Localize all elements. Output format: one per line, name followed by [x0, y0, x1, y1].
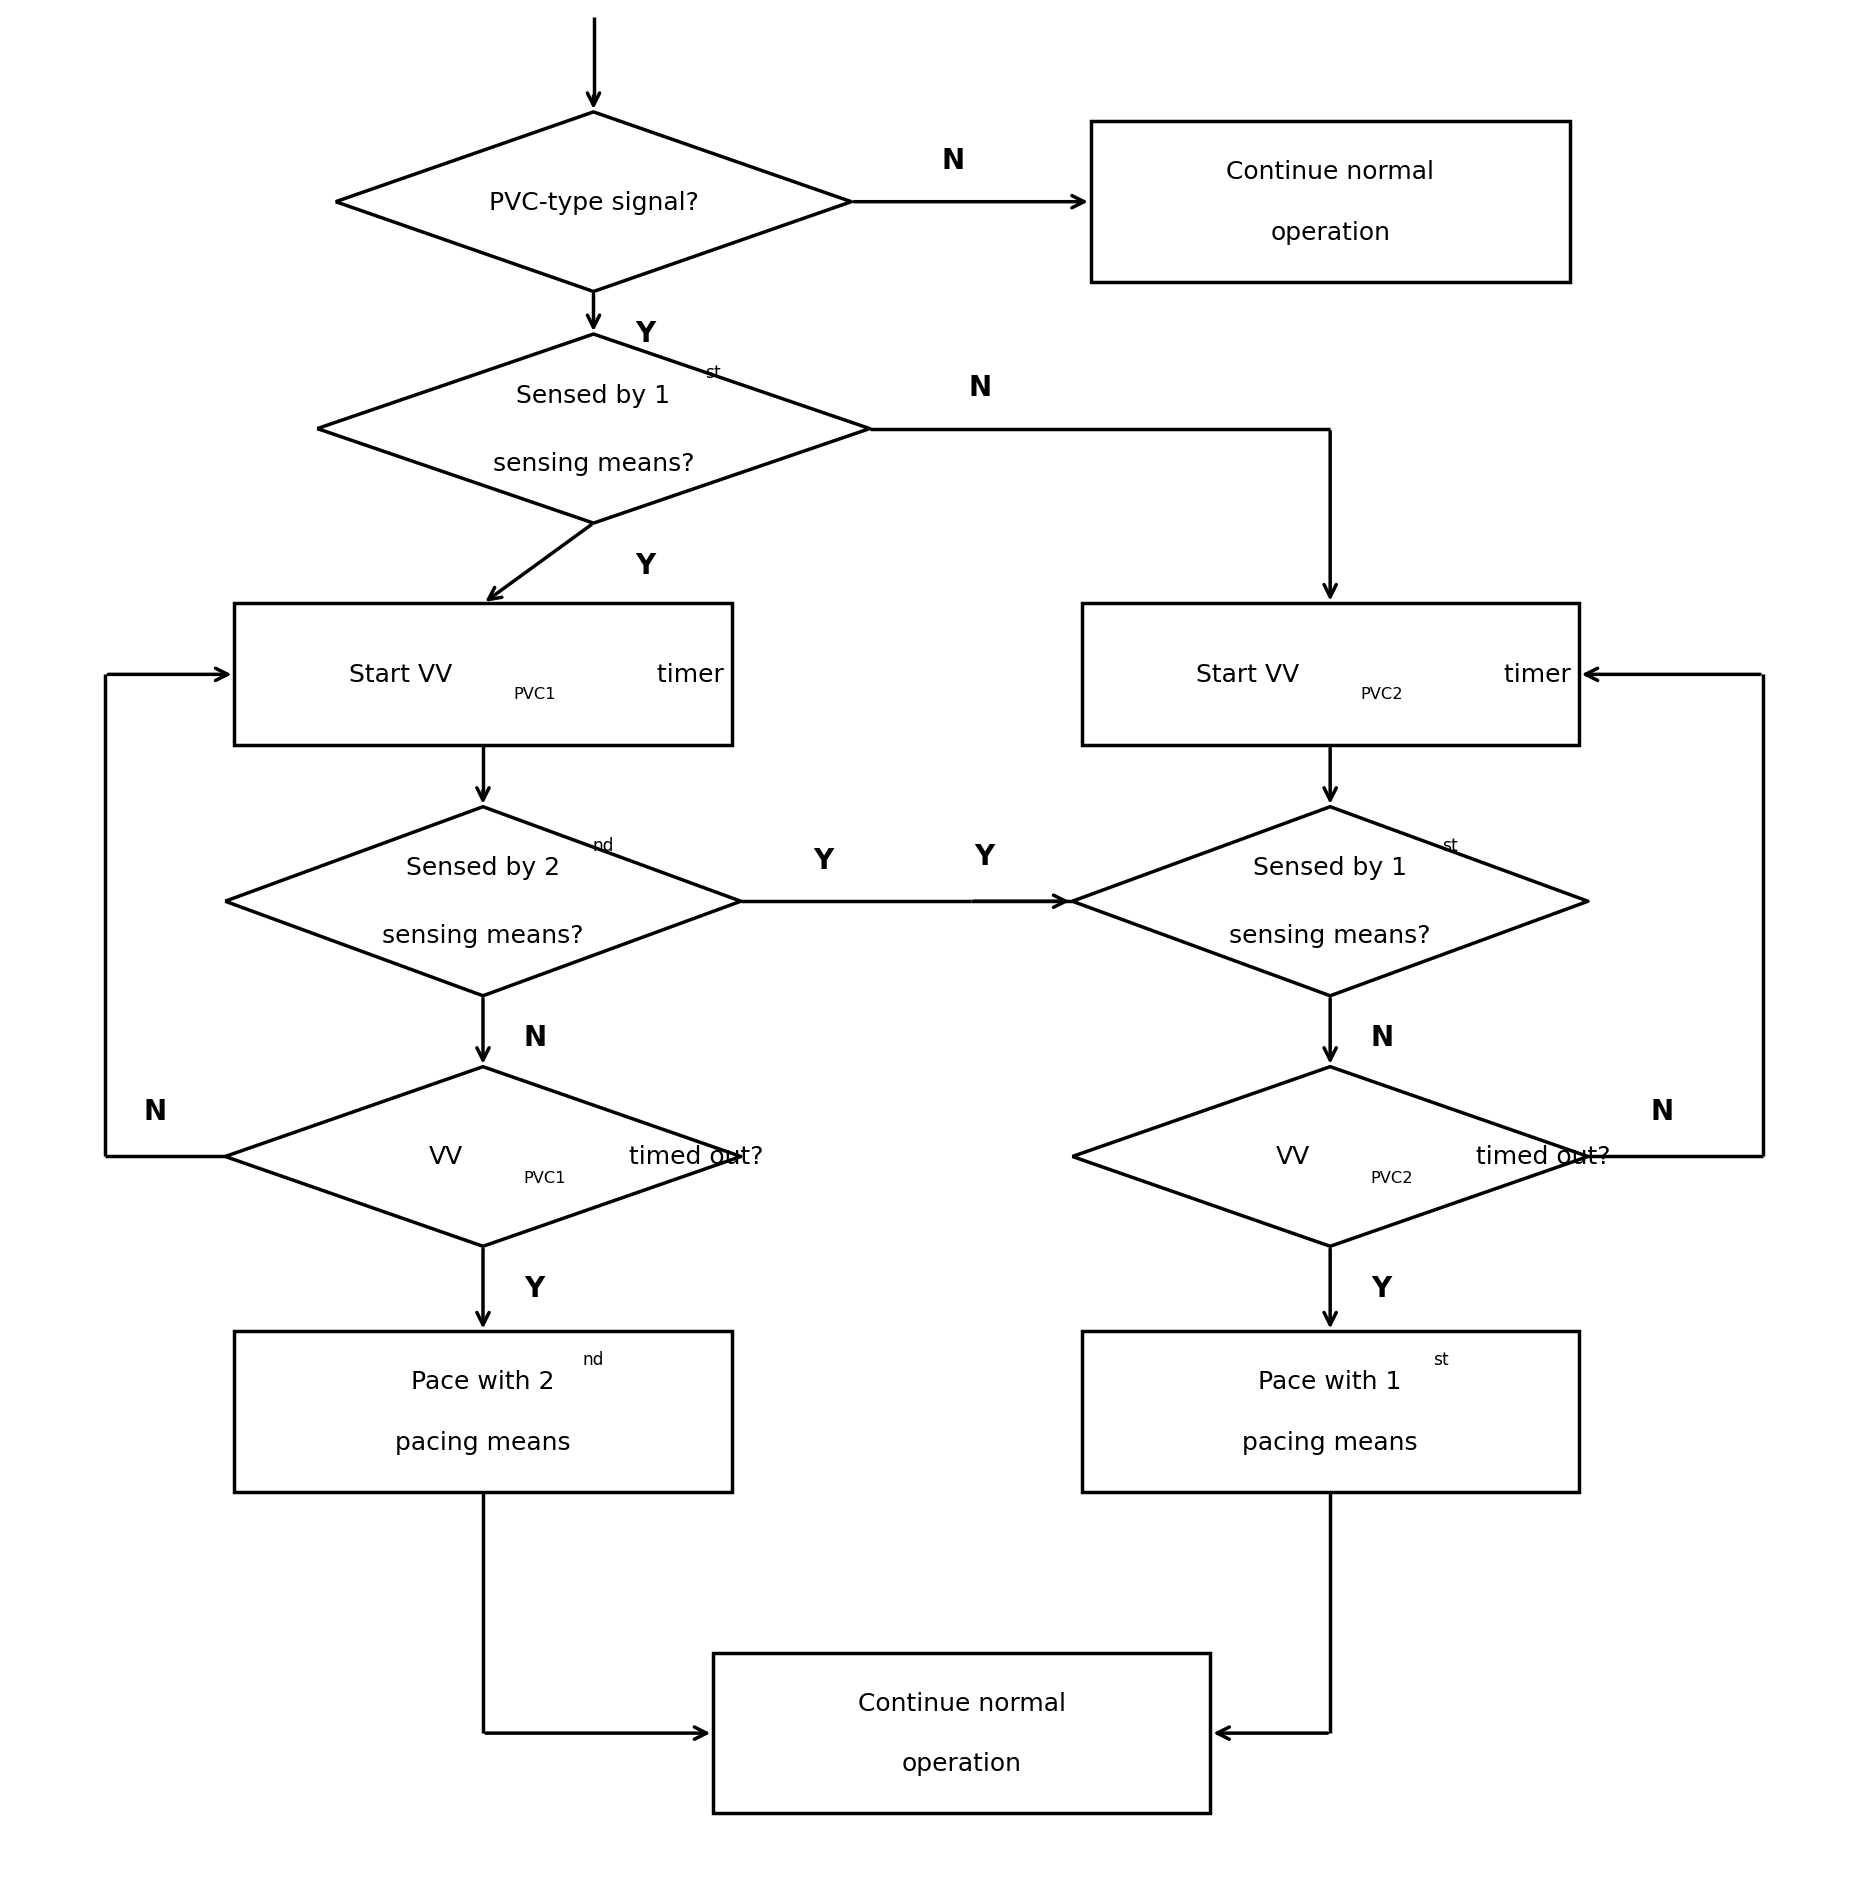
Text: Sensed by 1: Sensed by 1	[516, 383, 670, 408]
Text: VV: VV	[429, 1144, 462, 1169]
Text: N: N	[969, 374, 992, 402]
Text: sensing means?: sensing means?	[383, 924, 585, 947]
Text: pacing means: pacing means	[1243, 1431, 1417, 1454]
Text: sensing means?: sensing means?	[492, 452, 694, 474]
Text: sensing means?: sensing means?	[1230, 924, 1430, 947]
Text: PVC1: PVC1	[524, 1171, 566, 1184]
Text: N: N	[524, 1023, 546, 1051]
Text: Pace with 1: Pace with 1	[1258, 1370, 1402, 1393]
Text: timed out?: timed out?	[622, 1144, 764, 1169]
Text: operation: operation	[901, 1752, 1021, 1775]
Text: Continue normal: Continue normal	[1227, 159, 1434, 184]
Text: Y: Y	[814, 847, 834, 875]
Text: PVC-type signal?: PVC-type signal?	[488, 190, 699, 214]
Text: Start VV: Start VV	[348, 662, 451, 687]
Text: VV: VV	[1276, 1144, 1310, 1169]
Text: Y: Y	[973, 843, 993, 871]
Text: N: N	[1371, 1023, 1393, 1051]
Text: PVC1: PVC1	[512, 687, 555, 702]
Text: st: st	[705, 364, 722, 381]
Text: timer: timer	[1497, 662, 1571, 687]
Text: timed out?: timed out?	[1469, 1144, 1611, 1169]
Text: Y: Y	[635, 321, 655, 347]
Bar	[1082, 604, 1578, 746]
Text: Sensed by 1: Sensed by 1	[1252, 856, 1408, 881]
Text: PVC2: PVC2	[1371, 1171, 1413, 1184]
Text: nd: nd	[583, 1349, 605, 1368]
Text: N: N	[144, 1097, 166, 1126]
Text: N: N	[1650, 1097, 1672, 1126]
Text: st: st	[1441, 837, 1458, 854]
Text: timer: timer	[649, 662, 723, 687]
Text: pacing means: pacing means	[396, 1431, 572, 1454]
Bar	[1092, 121, 1569, 283]
Text: Y: Y	[524, 1274, 544, 1302]
Text: operation: operation	[1271, 220, 1389, 245]
Bar	[235, 604, 731, 746]
Text: Start VV: Start VV	[1195, 662, 1299, 687]
Text: Y: Y	[635, 552, 655, 579]
Text: st: st	[1434, 1349, 1449, 1368]
Text: Sensed by 2: Sensed by 2	[405, 856, 561, 881]
Text: Y: Y	[1371, 1274, 1391, 1302]
Text: N: N	[942, 146, 964, 175]
Text: PVC2: PVC2	[1360, 687, 1402, 702]
Bar	[235, 1332, 731, 1492]
Text: Pace with 2: Pace with 2	[411, 1370, 555, 1393]
Bar	[1082, 1332, 1578, 1492]
Text: nd: nd	[592, 837, 614, 854]
Text: Continue normal: Continue normal	[858, 1691, 1066, 1716]
Bar	[714, 1653, 1210, 1813]
